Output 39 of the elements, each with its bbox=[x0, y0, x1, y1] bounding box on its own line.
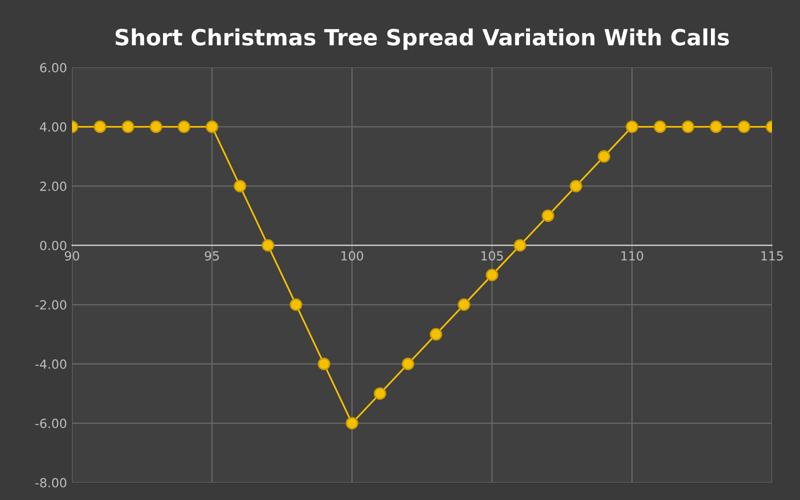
point bbox=[486, 268, 498, 282]
x-tick-label: 95 bbox=[204, 251, 219, 261]
y-tick-label: -8.00 bbox=[35, 478, 66, 488]
point bbox=[430, 328, 442, 341]
point bbox=[402, 358, 414, 370]
point bbox=[178, 120, 190, 134]
y-tick-label: -4.00 bbox=[35, 359, 66, 369]
point bbox=[206, 120, 218, 134]
y-tick-label: 0.00 bbox=[40, 240, 66, 250]
point bbox=[346, 416, 358, 430]
point bbox=[122, 120, 134, 134]
point bbox=[374, 387, 386, 400]
point bbox=[234, 180, 246, 192]
point bbox=[262, 239, 274, 252]
point bbox=[542, 209, 554, 222]
y-tick-label: -6.00 bbox=[35, 418, 66, 428]
x-tick-label: 100 bbox=[341, 251, 364, 261]
point bbox=[150, 120, 162, 134]
y-tick-label: 2.00 bbox=[40, 182, 66, 191]
point bbox=[626, 120, 638, 134]
y-tick-label: 4.00 bbox=[40, 122, 66, 132]
y-tick-label: 6.00 bbox=[40, 62, 66, 72]
chart-title: Short Christmas Tree Spread Variation With Calls bbox=[116, 28, 729, 50]
point bbox=[570, 180, 582, 192]
x-tick-label: 110 bbox=[621, 251, 644, 261]
x-tick-label: 90 bbox=[64, 251, 80, 261]
point bbox=[94, 120, 106, 134]
point bbox=[514, 239, 526, 252]
point bbox=[458, 298, 470, 311]
y-tick-label: -2.00 bbox=[35, 300, 66, 310]
x-tick-label: 115 bbox=[761, 251, 783, 261]
point bbox=[318, 358, 330, 370]
point bbox=[290, 298, 302, 311]
point bbox=[598, 150, 610, 163]
point bbox=[710, 120, 722, 134]
point bbox=[738, 120, 750, 134]
point bbox=[654, 120, 666, 134]
x-tick-label: 105 bbox=[481, 251, 503, 261]
point bbox=[682, 120, 694, 134]
